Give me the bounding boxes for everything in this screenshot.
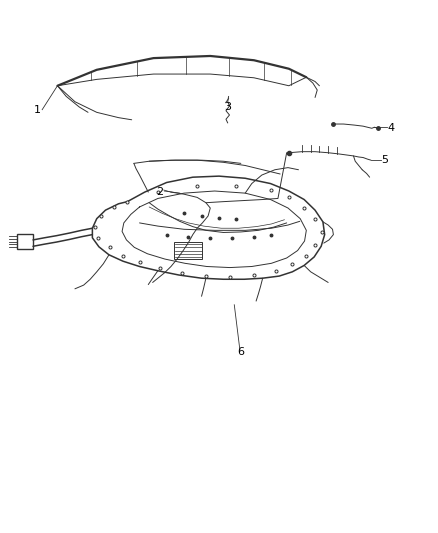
Text: 6: 6 bbox=[237, 346, 244, 357]
Text: 1: 1 bbox=[34, 104, 41, 115]
Text: 5: 5 bbox=[381, 155, 389, 165]
Text: 4: 4 bbox=[388, 123, 395, 133]
Text: 2: 2 bbox=[156, 187, 164, 197]
Text: 3: 3 bbox=[224, 102, 231, 112]
Bar bbox=[17, 233, 33, 249]
Bar bbox=[174, 242, 202, 259]
